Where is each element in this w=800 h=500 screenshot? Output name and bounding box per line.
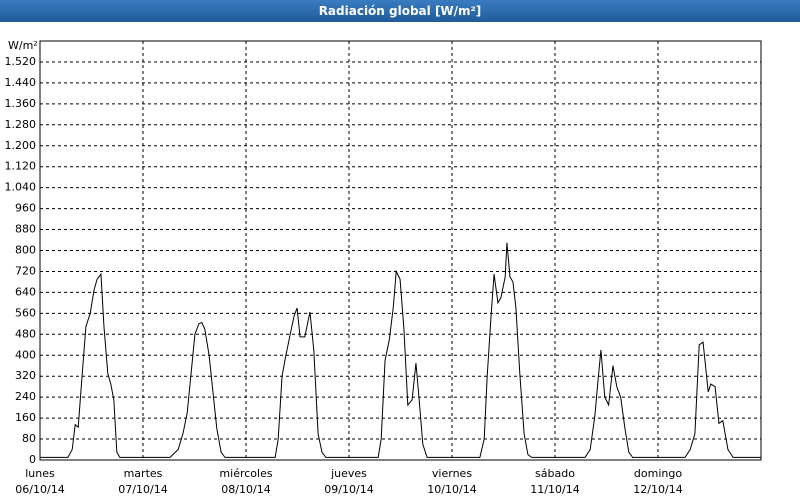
y-tick-label: 80: [22, 432, 36, 445]
x-tick-sublabel: 07/10/14: [118, 483, 167, 496]
x-tick-sublabel: 06/10/14: [15, 483, 64, 496]
y-tick-label: 960: [15, 202, 36, 215]
y-tick-label: 1.120: [5, 160, 37, 173]
y-tick-label: 720: [15, 264, 36, 277]
x-tick-label: lunes: [25, 467, 55, 480]
y-tick-label: 640: [15, 285, 36, 298]
y-tick-label: 0: [29, 453, 36, 466]
x-tick-label: domingo: [634, 467, 682, 480]
x-tick-label: sábado: [535, 467, 575, 480]
data-line: [40, 242, 761, 458]
x-tick-sublabel: 10/10/14: [427, 483, 476, 496]
y-axis-label: W/m²: [8, 39, 38, 52]
x-tick-sublabel: 12/10/14: [633, 483, 682, 496]
chart-title: Radiación global [W/m²]: [0, 0, 800, 22]
x-tick-sublabel: 08/10/14: [221, 483, 270, 496]
y-tick-label: 560: [15, 306, 36, 319]
y-tick-label: 160: [15, 411, 36, 424]
x-tick-label: viernes: [432, 467, 472, 480]
y-tick-label: 880: [15, 223, 36, 236]
y-tick-label: 1.440: [5, 76, 37, 89]
y-tick-label: 1.200: [5, 139, 37, 152]
x-tick-label: martes: [124, 467, 163, 480]
y-tick-label: 1.360: [5, 97, 37, 110]
y-tick-label: 400: [15, 348, 36, 361]
plot-border: [39, 40, 762, 461]
y-tick-label: 320: [15, 369, 36, 382]
y-tick-label: 480: [15, 327, 36, 340]
y-tick-label: 800: [15, 244, 36, 257]
x-tick-label: miércoles: [219, 467, 272, 480]
y-tick-label: 1.040: [5, 181, 37, 194]
y-tick-label: 240: [15, 390, 36, 403]
x-tick-sublabel: 11/10/14: [530, 483, 579, 496]
x-tick-label: jueves: [330, 467, 367, 480]
y-tick-label: 1.280: [5, 118, 37, 131]
y-tick-label: 1.520: [5, 55, 37, 68]
x-tick-sublabel: 09/10/14: [324, 483, 373, 496]
